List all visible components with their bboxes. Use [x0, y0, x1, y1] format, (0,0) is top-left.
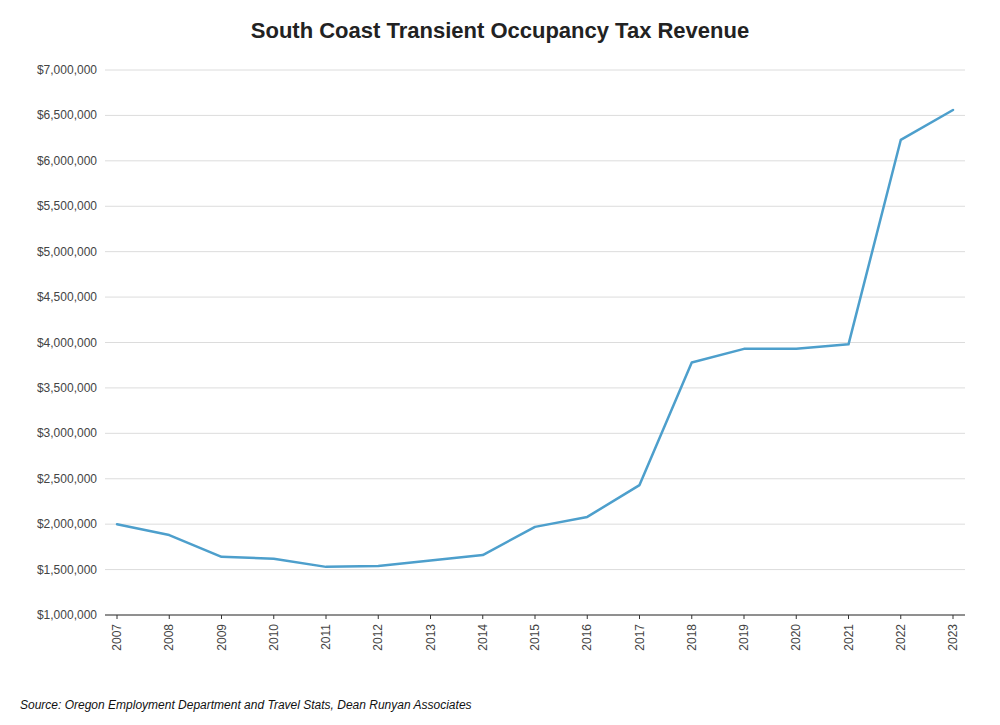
x-tick-label: 2015: [528, 624, 542, 651]
grid-line: [105, 569, 965, 570]
x-tick-label: 2007: [110, 624, 124, 651]
y-axis: $1,000,000 $1,500,000 $2,000,000 $2,500,000…: [37, 63, 97, 622]
x-tick-label: 2013: [424, 624, 438, 651]
x-tick: [430, 615, 431, 619]
x-tick-label: 2016: [580, 624, 594, 651]
y-tick-label: $2,000,000: [37, 517, 97, 531]
grid-line: [105, 160, 965, 161]
x-tick-label: 2021: [842, 624, 856, 651]
x-tick-label: 2023: [946, 624, 960, 651]
grid-line: [105, 115, 965, 116]
x-tick-label: 2019: [737, 624, 751, 651]
y-grid: [105, 70, 965, 615]
chart: South Coast Transient Occupancy Tax Reve…: [0, 0, 1000, 725]
x-tick: [848, 615, 849, 619]
x-tick-label: 2020: [789, 624, 803, 651]
source-note: Source: Oregon Employment Department and…: [20, 698, 472, 712]
plot-area: [117, 110, 953, 567]
y-tick-label: $2,500,000: [37, 472, 97, 486]
x-tick: [953, 615, 954, 619]
x-tick-label: 2017: [633, 624, 647, 651]
grid-line: [105, 70, 965, 71]
y-tick-label: $6,500,000: [37, 108, 97, 122]
x-axis: 2007 2008 2009 2010 2011 2012 2013 2014 2015 2016…: [110, 615, 960, 651]
x-tick: [169, 615, 170, 619]
title: South Coast Transient Occupancy Tax Reve…: [251, 18, 749, 43]
x-tick-label: 2010: [267, 624, 281, 651]
x-tick: [796, 615, 797, 619]
y-tick-label: $1,000,000: [37, 608, 97, 622]
line: [117, 110, 953, 567]
grid-line: [105, 342, 965, 343]
x-tick: [221, 615, 222, 619]
x-tick: [587, 615, 588, 619]
y-tick-label: $7,000,000: [37, 63, 97, 77]
x-tick: [482, 615, 483, 619]
grid-line: [105, 206, 965, 207]
x-tick: [639, 615, 640, 619]
y-tick-label: $3,500,000: [37, 381, 97, 395]
y-tick-label: $5,000,000: [37, 245, 97, 259]
x-tick: [744, 615, 745, 619]
grid-line: [105, 251, 965, 252]
x-tick: [900, 615, 901, 619]
y-tick-label: $3,000,000: [37, 426, 97, 440]
x-tick-label: 2012: [371, 624, 385, 651]
grid-line: [105, 478, 965, 479]
x-tick-label: 2018: [685, 624, 699, 651]
grid-line: [105, 387, 965, 388]
x-tick: [691, 615, 692, 619]
y-tick-label: $5,500,000: [37, 199, 97, 213]
y-tick-label: $6,000,000: [37, 154, 97, 168]
x-tick: [378, 615, 379, 619]
y-tick-label: $4,500,000: [37, 290, 97, 304]
x-tick: [535, 615, 536, 619]
grid-line: [105, 433, 965, 434]
x-tick-label: 2008: [162, 624, 176, 651]
x-tick: [326, 615, 327, 619]
x-tick: [117, 615, 118, 619]
x-tick-label: 2011: [319, 624, 333, 650]
x-tick-label: 2009: [215, 624, 229, 651]
x-tick-label: 2022: [894, 624, 908, 651]
y-tick-label: $4,000,000: [37, 336, 97, 350]
y-tick-label: $1,500,000: [37, 563, 97, 577]
grid-line: [105, 524, 965, 525]
x-tick: [273, 615, 274, 619]
grid-line: [105, 297, 965, 298]
x-tick-label: 2014: [476, 624, 490, 651]
